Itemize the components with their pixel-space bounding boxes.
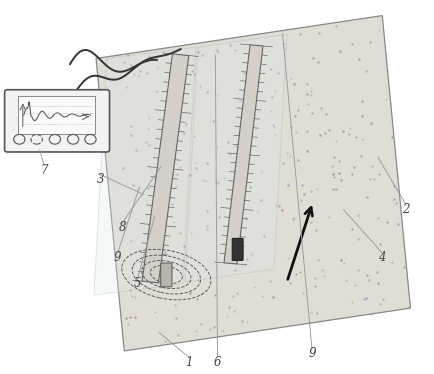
- Polygon shape: [142, 54, 188, 283]
- Text: 4: 4: [378, 251, 385, 264]
- FancyBboxPatch shape: [160, 263, 171, 287]
- Text: 3: 3: [96, 173, 104, 186]
- Text: 6: 6: [213, 356, 221, 370]
- Text: 5: 5: [133, 278, 141, 290]
- FancyBboxPatch shape: [232, 238, 243, 260]
- Polygon shape: [224, 45, 263, 264]
- Text: 7: 7: [40, 164, 48, 177]
- Text: 1: 1: [185, 356, 193, 370]
- Polygon shape: [96, 16, 410, 351]
- Polygon shape: [184, 34, 286, 282]
- Polygon shape: [94, 47, 195, 295]
- Text: 9: 9: [114, 251, 121, 264]
- FancyBboxPatch shape: [18, 96, 95, 134]
- Text: 9: 9: [308, 347, 315, 361]
- FancyBboxPatch shape: [5, 90, 109, 152]
- Text: 2: 2: [401, 203, 409, 216]
- Text: 8: 8: [118, 221, 125, 234]
